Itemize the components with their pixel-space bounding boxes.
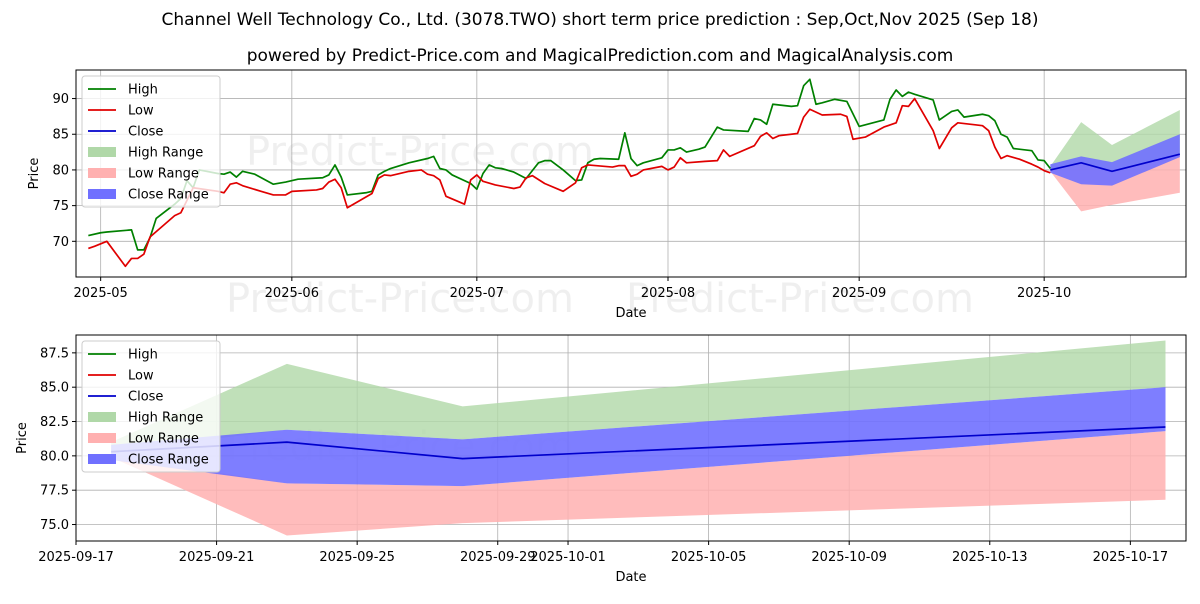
top-y-tick-label: 80 [52,163,69,178]
top-frame [75,69,1187,278]
bottom-x-tick-label: 2025-09-21 [179,550,255,565]
bottom-y-tick-label: 85.0 [40,381,69,396]
bottom-x-tick-label: 2025-10-09 [811,550,887,565]
top-x-axis-label: Date [615,306,646,321]
bottom-close-range-band [111,387,1166,487]
top-legend-swatch-high-range [88,147,116,157]
top-legend-swatch-low-range [88,168,116,178]
top-legend-label-high-range: High Range [128,146,203,161]
top-close-line [1050,153,1181,173]
bottom-legend-label-high: High [128,348,158,363]
bottom-legend-label-close-range: Close Range [128,453,209,468]
bottom-legend-swatch-high-range [88,412,116,422]
top-y-tick-label: 85 [52,128,69,143]
chart-title: Channel Well Technology Co., Ltd. (3078.… [161,10,1038,30]
top-legend-box [81,75,221,208]
bottom-y-tick-label: 75.0 [40,518,69,533]
top-y-tick-label: 70 [52,235,69,250]
bottom-x-axis-label: Date [615,570,646,585]
top-legend-label-close-range: Close Range [128,188,209,203]
bottom-x-tick-label: 2025-09-25 [319,550,395,565]
top-y-tick-label: 75 [52,199,69,214]
top-x-tick-label: 2025-09 [832,286,886,301]
bottom-x-tick-label: 2025-10-17 [1093,550,1169,565]
top-legend-label-low: Low [128,104,154,119]
bottom-legend-label-close: Close [128,390,163,405]
top-x-tick-label: 2025-08 [641,286,695,301]
bottom-x-tick-label: 2025-09-17 [38,550,114,565]
top-plot-area [88,78,1181,268]
top-legend-label-high: High [128,83,158,98]
bottom-panel: Predict-Price.com2025-09-172025-09-21202… [15,334,1187,585]
top-legend-swatch-close-range [88,189,116,199]
top-legend-label-low-range: Low Range [128,167,199,182]
top-watermark: Predict-Price.com [226,276,574,322]
top-legend: High Low Close High Range Low Range Close Ran… [81,75,221,208]
bottom-legend-label-high-range: High Range [128,411,203,426]
top-y-axis-label: Price [27,158,42,190]
bottom-x-tick-label: 2025-10-13 [952,550,1028,565]
top-high-line [88,78,1052,251]
bottom-y-tick-label: 80.0 [40,449,69,464]
bottom-legend-swatch-low-range [88,433,116,443]
top-y-tick-label: 90 [52,92,69,107]
bottom-high-range-band [111,340,1166,452]
top-watermark: Predict-Price.com [626,276,974,322]
bottom-x-tick-label: 2025-09-29 [460,550,536,565]
bottom-y-tick-label: 77.5 [40,484,69,499]
bottom-y-tick-label: 87.5 [40,346,69,361]
bottom-frame [75,334,1187,542]
top-x-tick-label: 2025-07 [450,286,504,301]
chart-subtitle: powered by Predict-Price.com and Magical… [247,46,954,66]
top-x-tick-label: 2025-06 [265,286,319,301]
bottom-y-tick-label: 82.5 [40,415,69,430]
top-x-tick-label: 2025-10 [1017,286,1071,301]
bottom-legend-label-low-range: Low Range [128,432,199,447]
bottom-plot-area [111,340,1166,536]
bottom-legend-swatch-close-range [88,454,116,464]
top-x-tick-label: 2025-05 [74,286,128,301]
top-low-line [88,97,1051,268]
top-close-range-band [1050,134,1180,186]
bottom-y-axis-label: Price [15,422,30,454]
top-legend-label-close: Close [128,125,163,140]
top-panel: Predict-Price.com Predict-Price.com Predic… [27,69,1187,322]
top-watermark: Predict-Price.com [246,129,594,175]
bottom-legend: High Low Close High Range Low Range Close Ran… [81,340,221,473]
bottom-legend-box [81,340,221,473]
bottom-low-range-band [111,431,1166,536]
bottom-x-tick-label: 2025-10-05 [671,550,747,565]
bottom-legend-label-low: Low [128,369,154,384]
bottom-x-tick-label: 2025-10-01 [530,550,606,565]
